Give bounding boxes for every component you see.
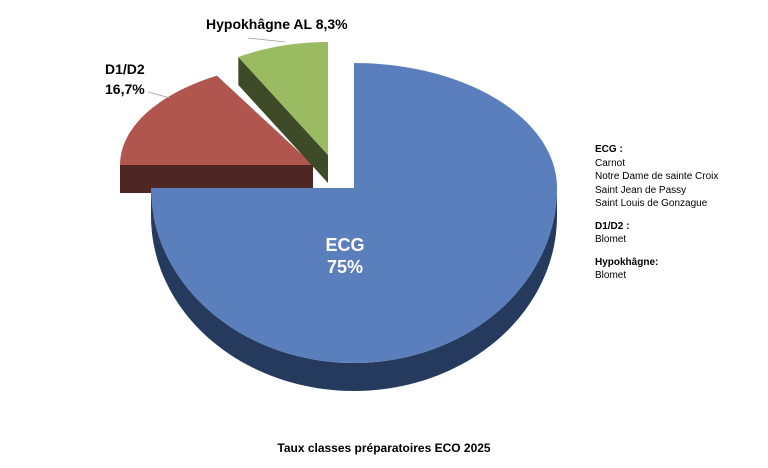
notes-group-hypokhagne: Hypokhâgne: Blomet: [595, 256, 718, 283]
notes-item: Saint Louis de Gonzague: [595, 198, 708, 209]
leader-line-d1d2: [147, 91, 171, 99]
notes-item: Notre Dame de sainte Croix: [595, 171, 719, 182]
slice-side-ecg: [151, 188, 557, 391]
leader-line-hypokhagne: [247, 37, 286, 43]
pie-slice-hypokh-gne-al: [238, 42, 328, 155]
notes-heading: Hypokhâgne:: [595, 256, 659, 268]
slice-label-d1d2: D1/D2: [105, 61, 145, 77]
notes-item: Blomet: [595, 234, 627, 245]
notes-item: Saint Jean de Passy: [595, 184, 687, 196]
notes-heading: D1/D2 :: [595, 220, 630, 232]
slice-value-ecg: 75%: [327, 257, 363, 277]
pie-slice-d1-d2: [120, 75, 313, 165]
chart-title: Taux classes préparatoires ECO 2025: [277, 441, 491, 455]
slice-label-ecg: ECG: [325, 235, 364, 255]
slice-edge-hypokh-gne-al: [238, 57, 328, 183]
notes-heading: ECG :: [595, 144, 623, 155]
notes-item: Carnot: [595, 157, 626, 169]
notes-group-d1d2: D1/D2 : Blomet: [595, 220, 718, 247]
schools-list: ECG : Carnot Notre Dame de sainte Croix …: [595, 143, 718, 292]
notes-group-ecg: ECG : Carnot Notre Dame de sainte Croix …: [595, 143, 718, 211]
slice-label-hypokhagne: Hypokhâgne AL 8,3%: [206, 16, 348, 32]
notes-item: Blomet: [595, 270, 627, 281]
slice-edge-d1-d2: [120, 165, 313, 193]
pie-slice-ecg: [151, 63, 557, 363]
slice-value-d1d2: 16,7%: [105, 81, 145, 97]
